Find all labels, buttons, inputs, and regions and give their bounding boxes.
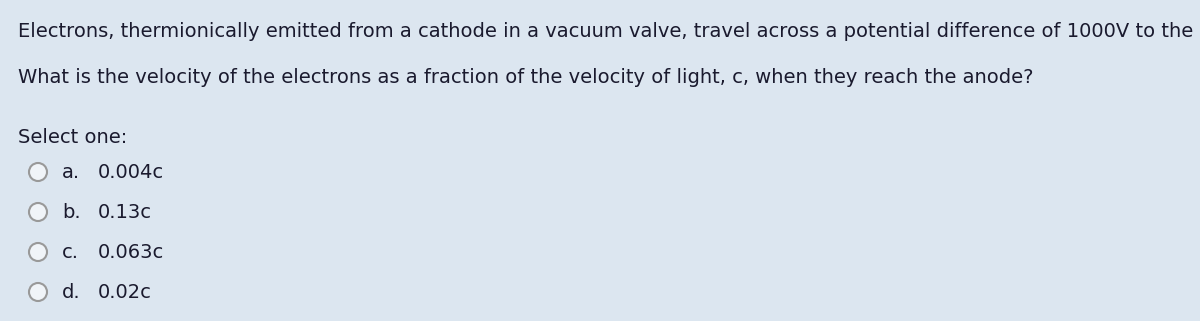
Circle shape [29, 163, 47, 181]
Text: Electrons, thermionically emitted from a cathode in a vacuum valve, travel acros: Electrons, thermionically emitted from a… [18, 22, 1200, 41]
Text: a.: a. [62, 163, 80, 182]
Text: 0.004c: 0.004c [98, 163, 164, 182]
Text: b.: b. [62, 203, 80, 222]
Text: Select one:: Select one: [18, 128, 127, 147]
Circle shape [29, 283, 47, 301]
Text: 0.02c: 0.02c [98, 283, 152, 302]
Text: d.: d. [62, 283, 80, 302]
Circle shape [29, 203, 47, 221]
Circle shape [29, 243, 47, 261]
Text: 0.063c: 0.063c [98, 243, 164, 262]
Text: c.: c. [62, 243, 79, 262]
Text: 0.13c: 0.13c [98, 203, 152, 222]
Text: What is the velocity of the electrons as a fraction of the velocity of light, c,: What is the velocity of the electrons as… [18, 68, 1033, 87]
